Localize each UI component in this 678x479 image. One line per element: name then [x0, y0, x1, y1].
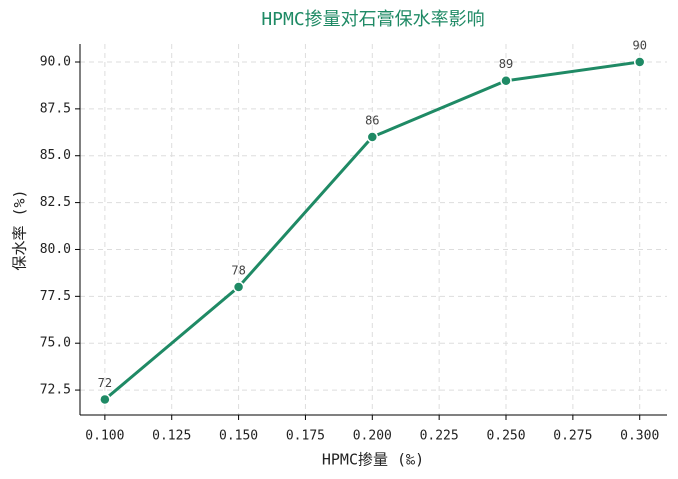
y-tick-label: 72.5 — [40, 383, 71, 398]
x-tick-label: 0.300 — [620, 429, 659, 444]
data-label: 86 — [365, 113, 379, 127]
data-point — [99, 393, 111, 406]
x-tick-label: 0.125 — [152, 429, 191, 444]
x-tick-label: 0.100 — [85, 429, 124, 444]
x-tick-label: 0.175 — [286, 429, 325, 444]
y-tick-label: 77.5 — [40, 289, 71, 304]
data-point — [500, 74, 512, 87]
y-tick-label: 75.0 — [40, 336, 71, 351]
data-label: 90 — [632, 38, 646, 52]
y-tick-label: 80.0 — [40, 242, 71, 257]
y-tick-label: 90.0 — [40, 54, 71, 69]
data-point — [633, 56, 646, 68]
x-tick-label: 0.200 — [353, 429, 392, 444]
y-tick-label: 85.0 — [40, 148, 71, 163]
data-point — [366, 131, 379, 143]
x-axis-label: HPMC掺量 (‰) — [322, 451, 424, 469]
x-tick-label: 0.250 — [486, 429, 525, 444]
x-tick-label: 0.275 — [553, 429, 592, 444]
data-label: 78 — [231, 263, 245, 277]
chart-title: HPMC掺量对石膏保水率影响 — [261, 8, 484, 30]
x-tick-label: 0.225 — [420, 429, 459, 444]
data-label: 89 — [499, 57, 513, 71]
y-axis-label: 保水率 (%) — [11, 189, 29, 270]
y-tick-label: 82.5 — [40, 195, 71, 210]
x-tick-label: 0.150 — [219, 429, 258, 444]
data-label: 72 — [98, 376, 112, 390]
y-tick-label: 87.5 — [40, 101, 71, 116]
data-point — [232, 281, 245, 293]
